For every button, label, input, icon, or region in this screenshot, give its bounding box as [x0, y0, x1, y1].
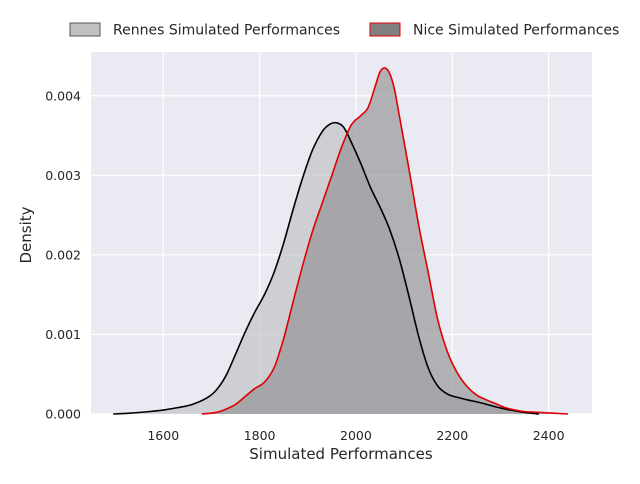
y-tick-label: 0.004	[45, 88, 81, 103]
y-tick-label: 0.001	[45, 327, 81, 342]
nice-density-area	[201, 67, 568, 414]
rennes-legend-label: Rennes Simulated Performances	[113, 23, 340, 39]
x-tick-label: 2400	[533, 428, 565, 443]
x-axis-ticks: 1600 1800 2000 2200 2400	[147, 428, 564, 443]
x-tick-label: 1600	[147, 428, 179, 443]
x-tick-label: 2200	[436, 428, 468, 443]
y-tick-label: 0.003	[45, 168, 81, 183]
nice-legend-label: Nice Simulated Performances	[413, 23, 619, 39]
rennes-density-line	[113, 121, 540, 415]
nice-density-line	[201, 67, 568, 415]
legend: Rennes Simulated Performances Nice Simula…	[69, 22, 619, 39]
rennes-legend-swatch	[69, 22, 101, 37]
y-axis-label: Density	[17, 206, 35, 263]
density-fills	[113, 67, 568, 414]
y-tick-label: 0.000	[45, 407, 81, 422]
nice-legend-swatch	[369, 22, 401, 37]
density-lines	[113, 67, 568, 415]
x-axis-label: Simulated Performances	[249, 445, 433, 463]
y-axis-ticks: 0.000 0.001 0.002 0.003 0.004	[45, 88, 81, 421]
y-tick-label: 0.002	[45, 247, 81, 262]
x-tick-label: 1800	[244, 428, 276, 443]
x-tick-label: 2000	[340, 428, 372, 443]
